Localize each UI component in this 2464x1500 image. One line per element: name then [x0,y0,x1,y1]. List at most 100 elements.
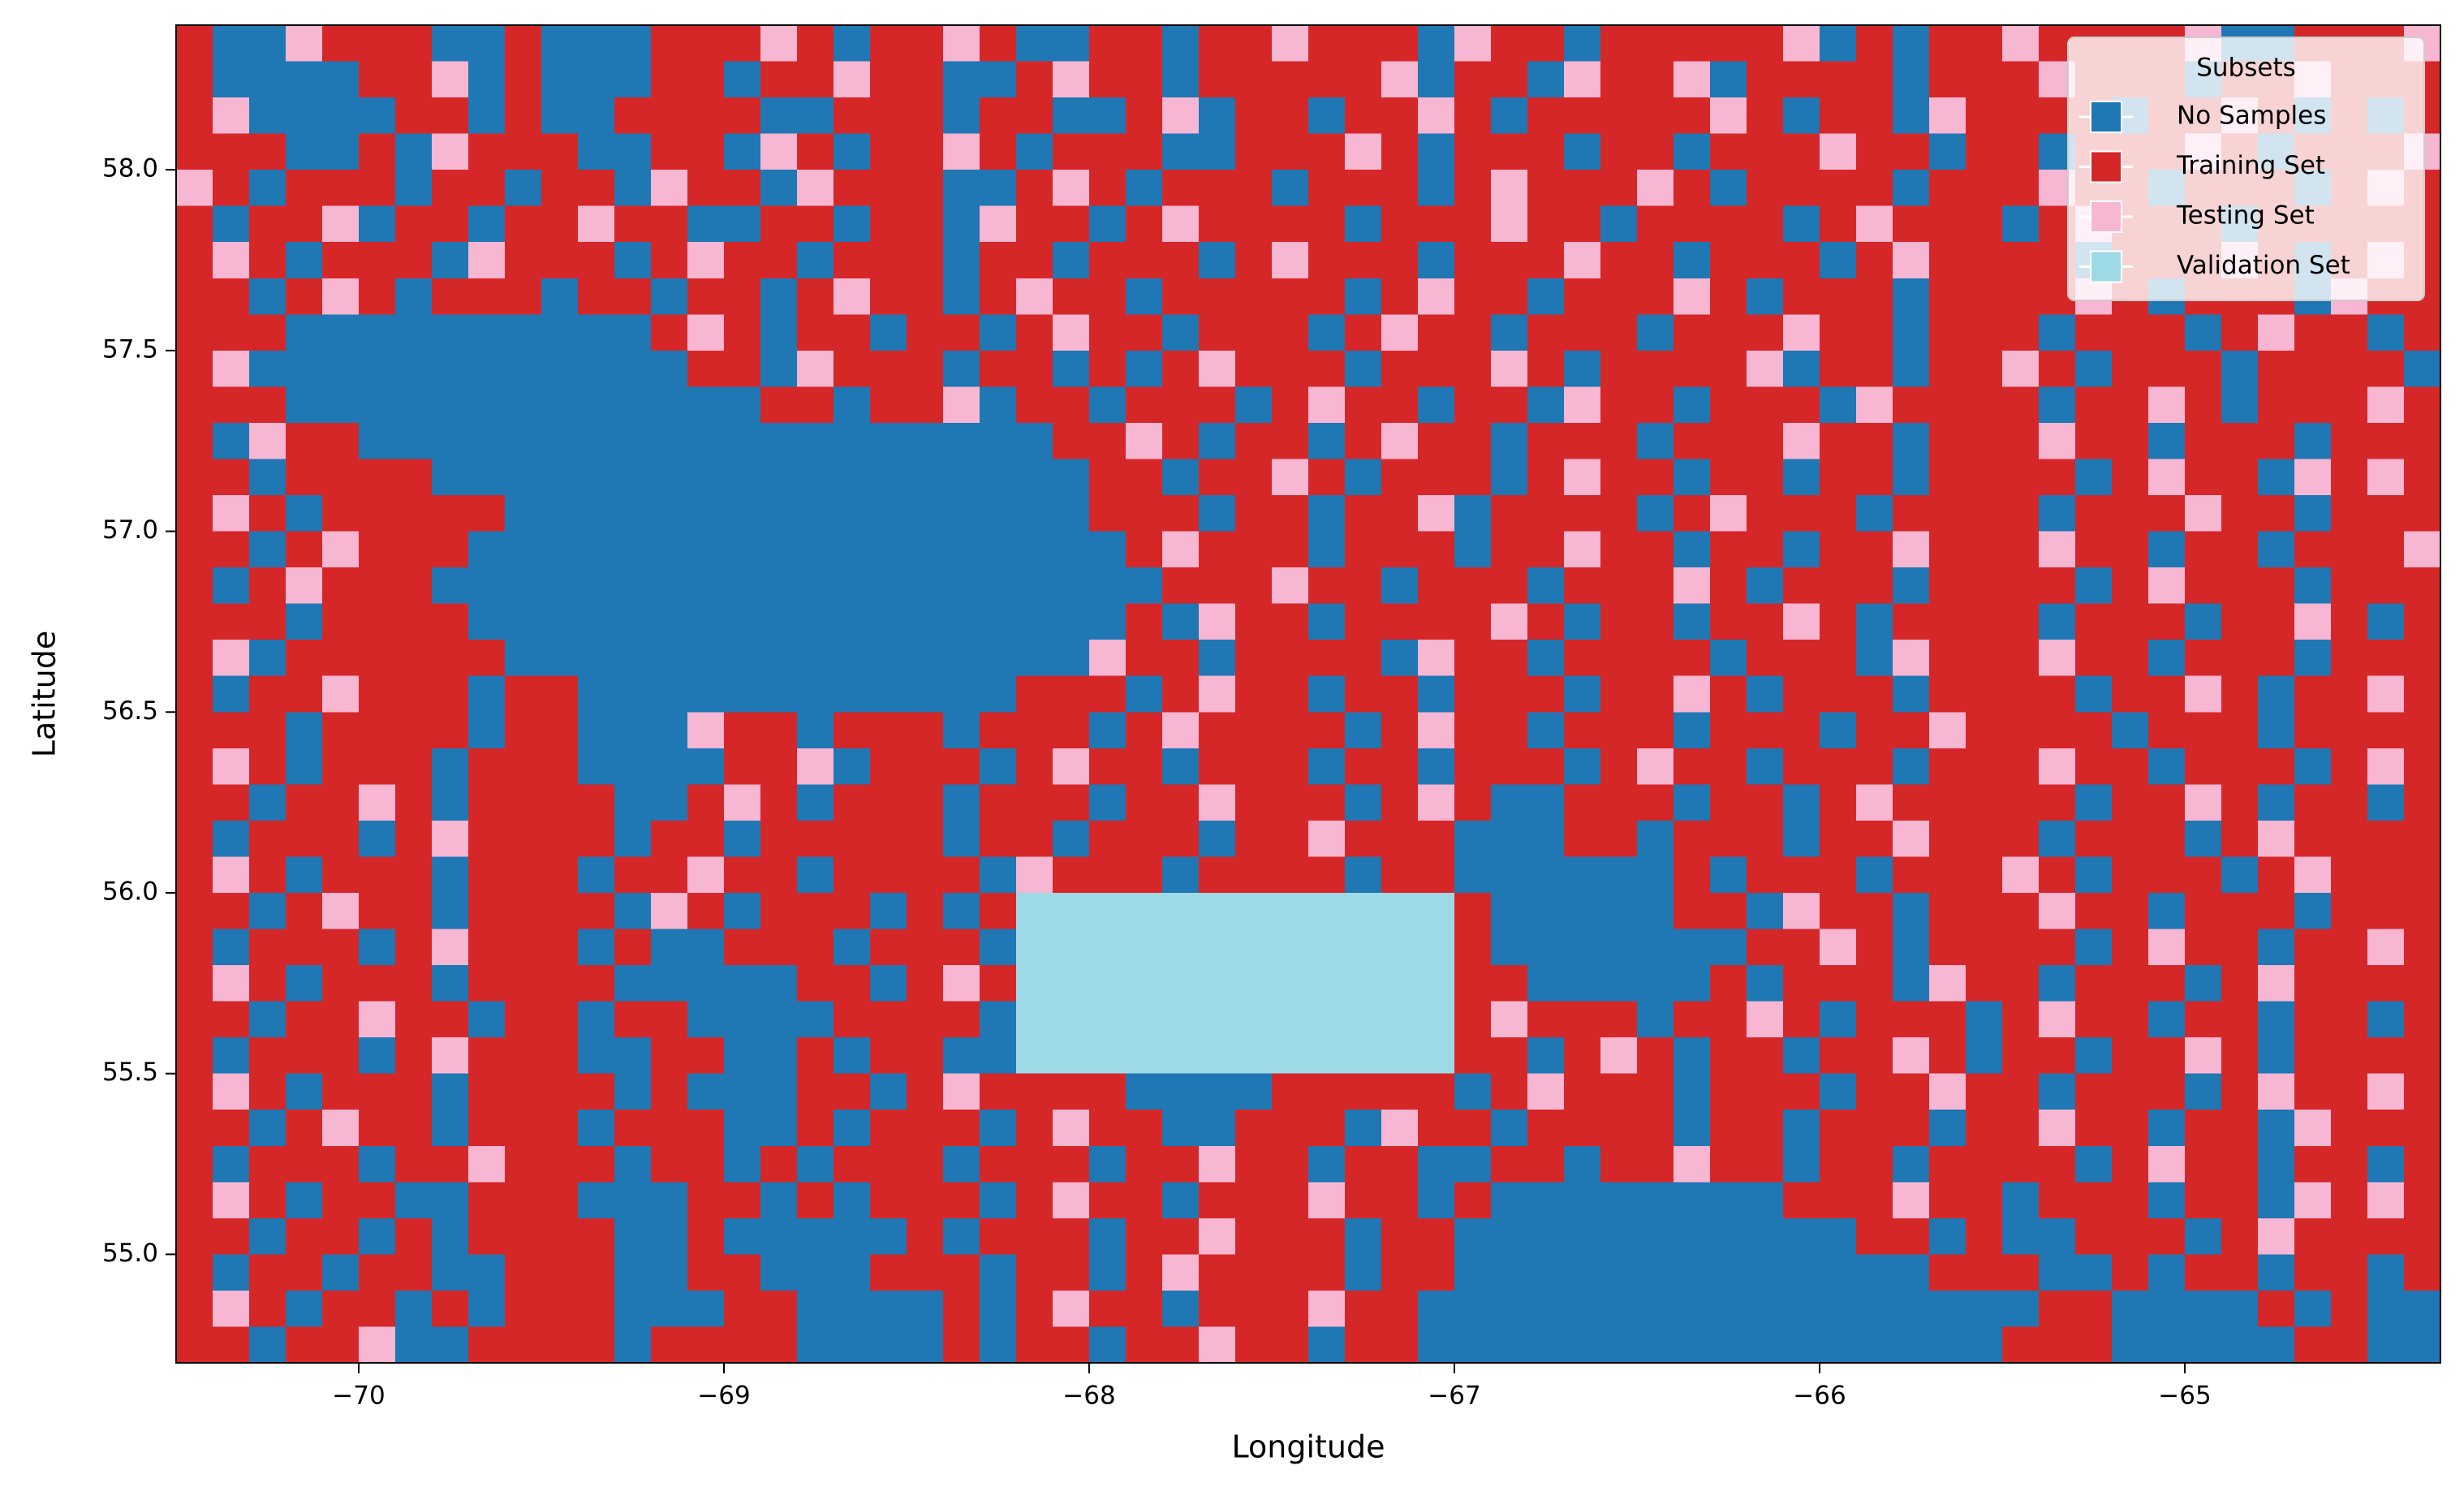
x-tick-label: −70 [332,1381,385,1411]
cell [505,97,542,135]
cell [760,784,798,821]
cell [1747,242,1784,279]
cell [1053,712,1090,749]
cell [176,97,213,135]
cell [1747,25,1784,62]
cell [907,603,944,640]
cell [651,1182,688,1219]
cell [1089,242,1126,279]
cell [1162,205,1200,243]
cell [907,784,944,821]
cell [1345,61,1382,98]
cell [1674,1110,1711,1147]
cell [1126,495,1163,532]
cell [1053,495,1090,532]
cell [1893,1290,1930,1328]
cell [1600,386,1638,424]
cell [505,929,542,966]
cell [724,1254,761,1291]
cell [980,965,1017,1002]
cell [1710,929,1747,966]
cell [505,350,542,388]
cell [1966,892,2003,930]
cell [541,61,579,98]
cell [578,784,615,821]
cell [1199,314,1236,351]
cell [1053,929,1090,966]
cell [249,784,286,821]
cell [1856,25,1893,62]
cell [1491,133,1528,170]
cell [651,748,688,785]
cell [322,205,360,243]
cell [1527,784,1565,821]
cell [286,422,323,460]
cell [1053,205,1090,243]
cell [1345,205,1382,243]
cell [1126,784,1163,821]
cell [1345,929,1382,966]
cell [1162,640,1200,677]
cell [2367,350,2405,388]
cell [2039,929,2076,966]
cell [907,1001,944,1038]
cell [1674,1001,1711,1038]
cell [1856,242,1893,279]
cell [2258,386,2295,424]
cell [213,965,250,1002]
cell [578,1182,615,1219]
cell [2148,1290,2186,1328]
cell [907,133,944,170]
cell [2148,1001,2186,1038]
cell [2367,856,2405,894]
cell [1491,1001,1528,1038]
cell [614,61,652,98]
cell [870,459,907,496]
cell [541,1073,579,1110]
cell [724,350,761,388]
cell [1966,133,2003,170]
cell [614,1326,652,1364]
cell [505,242,542,279]
cell [359,892,396,930]
cell [1564,278,1601,315]
cell [1089,1182,1126,1219]
cell [1966,1073,2003,1110]
cell [2404,1182,2441,1219]
cell [2112,1254,2149,1291]
cell [432,892,469,930]
cell [1893,1001,1930,1038]
cell [1199,205,1236,243]
cell [468,892,506,930]
cell [541,350,579,388]
cell [1381,242,1419,279]
cell [1381,1254,1419,1291]
cell [359,386,396,424]
cell [286,675,323,713]
plot-frame [175,24,2441,1364]
cell [1856,675,1893,713]
cell [2039,1145,2076,1183]
cell [1491,856,1528,894]
cell [1235,675,1273,713]
cell [797,965,834,1002]
cell [1820,242,1857,279]
cell [1308,1001,1346,1038]
legend-swatch [2090,200,2122,233]
cell [724,748,761,785]
cell [1491,675,1528,713]
cell [1418,170,1455,207]
cell [578,820,615,858]
cell [541,314,579,351]
cell [1710,61,1747,98]
cell [1893,97,1930,135]
cell [1162,1326,1200,1364]
cell [687,675,725,713]
cell [1454,278,1492,315]
cell [1637,97,1674,135]
cell [1527,350,1565,388]
cell [760,459,798,496]
cell [1600,965,1638,1002]
cell [1272,386,1309,424]
cell [2331,422,2368,460]
